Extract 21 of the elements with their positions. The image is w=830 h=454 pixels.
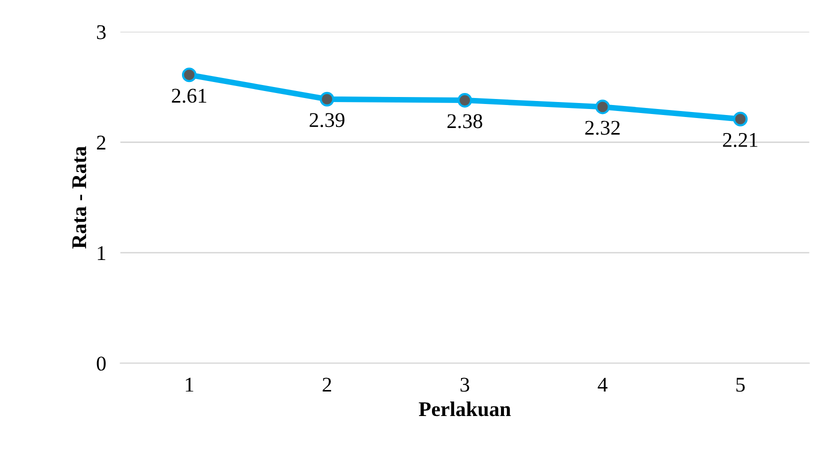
y-tick-label: 3 <box>97 25 106 40</box>
y-tick-label: 0 <box>96 356 106 371</box>
point <box>458 92 472 108</box>
data-label: 2.21 <box>723 132 758 148</box>
point <box>320 92 334 106</box>
data-label: 2.38 <box>447 114 482 128</box>
x-axis-title: Perlakuan <box>418 402 511 416</box>
y-tick-label: 1 <box>98 246 106 260</box>
x-tick-label: 1 <box>186 378 194 392</box>
x-tick-label: 3 <box>460 378 470 392</box>
point <box>182 68 197 82</box>
point <box>595 100 610 114</box>
x-tick-label: 4 <box>598 378 608 392</box>
y-tick-label: 2 <box>96 136 106 150</box>
x-tick-label: 2 <box>322 378 332 392</box>
data-label: 2.39 <box>310 113 344 128</box>
data-label: 2.32 <box>585 120 620 135</box>
point <box>733 112 748 126</box>
data-label: 2.61 <box>172 88 206 103</box>
y-axis-title: Rata - Rata <box>72 146 86 249</box>
x-tick-label: 5 <box>736 378 745 392</box>
